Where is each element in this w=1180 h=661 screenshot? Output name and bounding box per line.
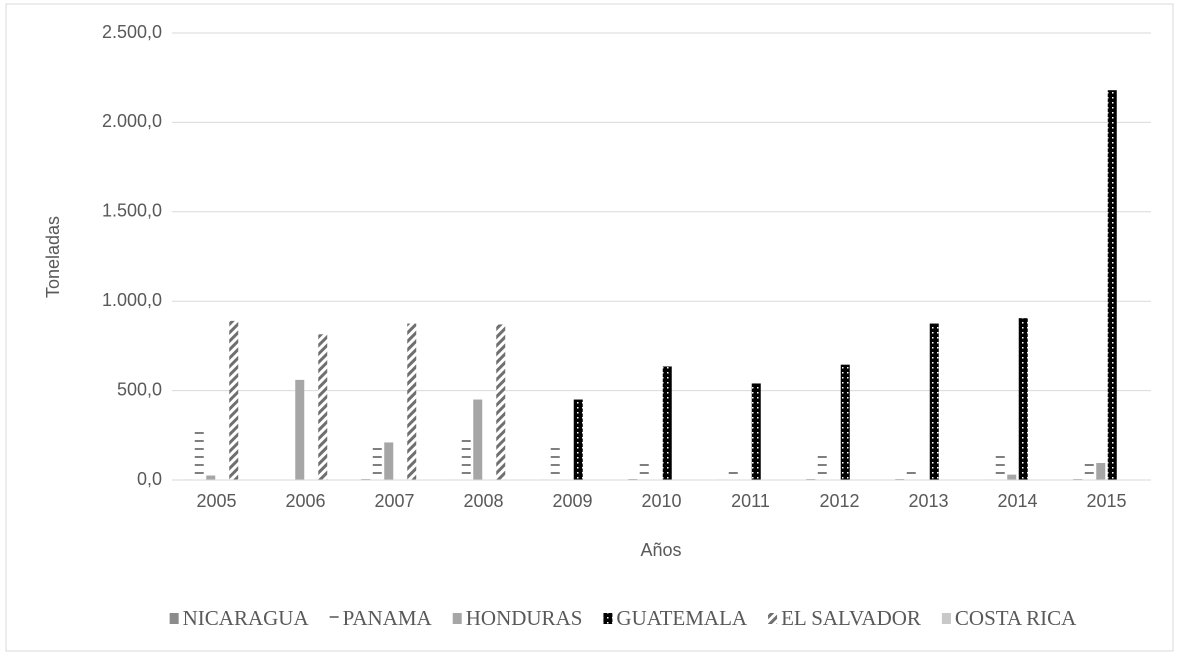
legend-label: COSTA RICA bbox=[955, 606, 1077, 630]
x-axis-title: Años bbox=[640, 540, 681, 560]
legend-swatch bbox=[768, 613, 778, 624]
bar bbox=[461, 434, 471, 480]
bar bbox=[639, 459, 649, 480]
bar bbox=[318, 334, 328, 480]
y-tick-label: 500,0 bbox=[117, 379, 162, 399]
bar bbox=[295, 379, 305, 480]
x-tick-label: 2008 bbox=[463, 491, 503, 511]
x-tick-label: 2013 bbox=[908, 491, 948, 511]
bar bbox=[1084, 459, 1094, 480]
x-tick-label: 2011 bbox=[731, 491, 770, 511]
legend-swatch bbox=[452, 613, 462, 624]
x-tick-label: 2010 bbox=[641, 491, 681, 511]
bar bbox=[206, 475, 216, 480]
bar bbox=[194, 426, 204, 480]
x-tick-label: 2014 bbox=[997, 491, 1037, 511]
bar bbox=[1096, 463, 1106, 480]
y-tick-label: 1.500,0 bbox=[102, 201, 162, 221]
bar bbox=[1107, 90, 1117, 480]
bar bbox=[550, 442, 560, 480]
legend-label: GUATEMALA bbox=[616, 606, 747, 630]
legend-swatch bbox=[603, 613, 613, 624]
bar bbox=[229, 320, 239, 480]
bar bbox=[496, 324, 506, 480]
bar bbox=[573, 399, 583, 480]
y-tick-label: 2.000,0 bbox=[102, 111, 162, 131]
bar bbox=[906, 466, 916, 480]
bar bbox=[929, 323, 939, 480]
legend-label: HONDURAS bbox=[466, 606, 583, 630]
x-tick-label: 2009 bbox=[552, 491, 592, 511]
bar bbox=[840, 364, 850, 480]
chart-frame bbox=[5, 3, 1174, 652]
bar bbox=[995, 450, 1005, 480]
y-axis-title: Toneladas bbox=[43, 216, 63, 298]
bar bbox=[751, 383, 761, 480]
bar bbox=[384, 442, 394, 480]
bar bbox=[473, 399, 483, 480]
x-tick-label: 2006 bbox=[285, 491, 325, 511]
x-tick-label: 2012 bbox=[819, 491, 859, 511]
legend-swatch bbox=[941, 613, 951, 624]
bar bbox=[1018, 318, 1028, 480]
bar bbox=[407, 323, 417, 480]
bar bbox=[662, 366, 672, 480]
x-tick-label: 2005 bbox=[196, 491, 236, 511]
bar bbox=[817, 452, 827, 480]
legend-swatch bbox=[169, 613, 179, 624]
y-tick-label: 1.000,0 bbox=[102, 290, 162, 310]
legend-label: EL SALVADOR bbox=[781, 606, 921, 630]
bar bbox=[728, 466, 738, 480]
legend-label: NICARAGUA bbox=[183, 606, 310, 630]
y-tick-label: 2.500,0 bbox=[102, 22, 162, 42]
x-tick-label: 2007 bbox=[374, 491, 414, 511]
bar bbox=[1007, 474, 1017, 480]
bar bbox=[372, 444, 382, 480]
y-tick-label: 0,0 bbox=[137, 469, 162, 489]
legend-swatch bbox=[329, 613, 339, 624]
x-tick-label: 2015 bbox=[1086, 491, 1126, 511]
legend-label: PANAMA bbox=[343, 606, 433, 630]
